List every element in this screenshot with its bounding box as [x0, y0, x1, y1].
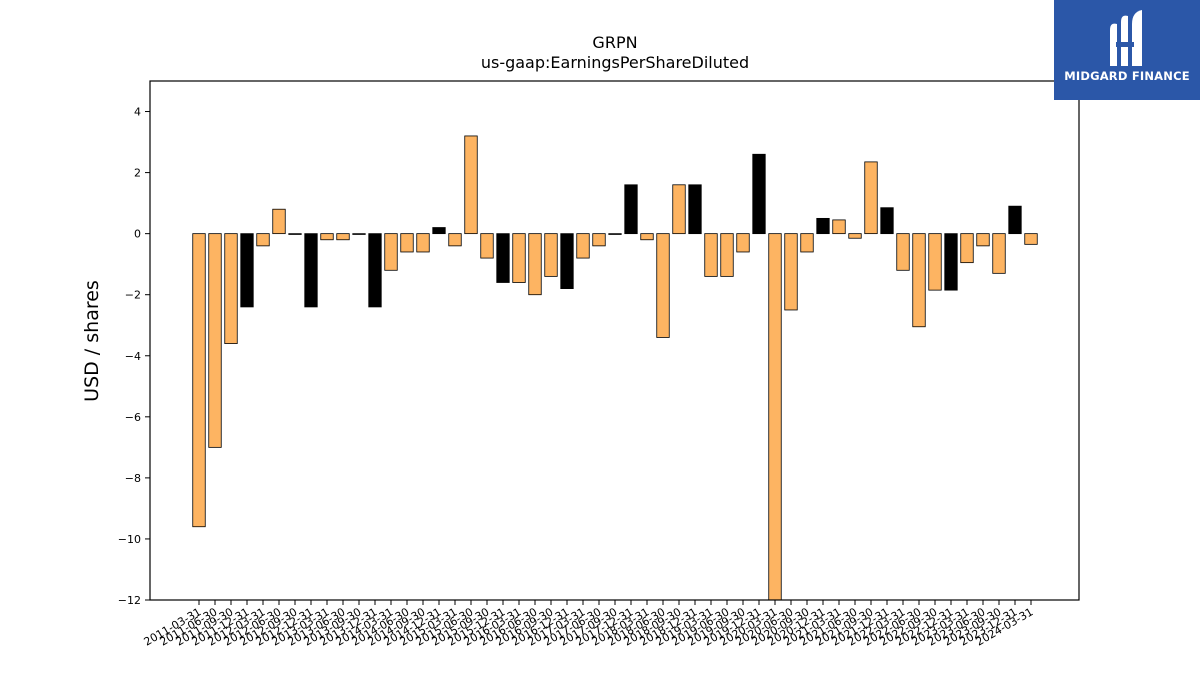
- bar-2018-09-30: [672, 184, 686, 235]
- bar-2017-12-31: [624, 184, 638, 235]
- bar-2011-03-31: [192, 233, 206, 528]
- x-axis: 2011-03-312011-06-302011-09-302011-12-31…: [142, 600, 1036, 649]
- y-tick-label: −4: [125, 350, 141, 363]
- bar-2020-12-31: [816, 217, 830, 235]
- bar-2023-09-30: [992, 233, 1006, 274]
- bar-2012-06-30: [272, 208, 286, 235]
- bar-2017-09-30: [608, 233, 622, 235]
- bar-2022-06-30: [912, 233, 926, 328]
- bar-2019-06-30: [720, 233, 734, 277]
- bar-2020-09-30: [800, 233, 814, 253]
- logo-mark-icon: [1110, 10, 1142, 67]
- bar-2012-12-31: [304, 233, 318, 308]
- bar-2016-09-30: [544, 233, 558, 277]
- bar-2016-03-31: [512, 233, 526, 283]
- logo-text: MIDGARD FINANCE: [1064, 69, 1190, 83]
- bar-2024-03-31: [1024, 233, 1038, 245]
- y-tick-label: −2: [125, 289, 141, 302]
- bar-2023-12-31: [1008, 205, 1022, 235]
- bar-2011-06-30: [208, 233, 222, 448]
- y-tick-label: −10: [118, 533, 141, 546]
- bar-2016-06-30: [528, 233, 542, 296]
- bar-2015-06-30: [464, 135, 478, 235]
- bar-2022-09-30: [928, 233, 942, 291]
- bar-2013-09-30: [352, 233, 366, 235]
- bar-2021-03-31: [832, 219, 846, 235]
- bar-2022-12-31: [944, 233, 958, 291]
- bar-2021-06-30: [848, 233, 862, 239]
- y-axis-label: USD / shares: [81, 280, 103, 402]
- y-tick-label: 4: [134, 106, 141, 119]
- bar-2014-12-31: [432, 227, 446, 235]
- y-axis: 4 2 0 −2 −4 −6 −8 −10 −12: [118, 106, 150, 607]
- bar-2015-12-31: [496, 233, 510, 283]
- bar-2015-09-30: [480, 233, 494, 259]
- bar-2013-06-30: [336, 233, 350, 241]
- bar-2021-09-30: [864, 161, 878, 235]
- bar-2012-09-30: [288, 233, 302, 235]
- bar-2017-03-31: [576, 233, 590, 259]
- y-tick-label: −12: [118, 594, 141, 607]
- chart-title: GRPN: [592, 33, 637, 52]
- bar-2012-03-31: [256, 233, 270, 247]
- y-tick-label: 2: [134, 167, 141, 180]
- y-tick-label: −8: [125, 472, 141, 485]
- bar-2011-09-30: [224, 233, 238, 344]
- brand-logo: MIDGARD FINANCE: [1054, 0, 1200, 100]
- bar-2020-03-31: [768, 233, 782, 601]
- bar-2018-03-31: [640, 233, 654, 241]
- bar-2019-03-31: [704, 233, 718, 277]
- bar-2021-12-31: [880, 207, 894, 235]
- bar-2016-12-31: [560, 233, 574, 289]
- y-tick-label: −6: [125, 411, 141, 424]
- bar-2019-09-30: [736, 233, 750, 253]
- bar-2020-06-30: [784, 233, 798, 311]
- plot-frame: [149, 80, 1080, 601]
- bar-2018-06-30: [656, 233, 670, 338]
- bar-2019-12-31: [752, 153, 766, 235]
- bar-2013-12-31: [368, 233, 382, 308]
- bar-2022-03-31: [896, 233, 910, 271]
- bar-2013-03-31: [320, 233, 334, 241]
- bar-2011-12-31: [240, 233, 254, 308]
- bar-2017-06-30: [592, 233, 606, 247]
- chart-subtitle: us-gaap:EarningsPerShareDiluted: [481, 53, 749, 72]
- bar-2014-03-31: [384, 233, 398, 271]
- bar-2015-03-31: [448, 233, 462, 247]
- bars-group: [192, 135, 1038, 601]
- bar-2014-06-30: [400, 233, 414, 253]
- bar-2014-09-30: [416, 233, 430, 253]
- bar-2018-12-31: [688, 184, 702, 235]
- bar-2023-06-30: [976, 233, 990, 247]
- y-tick-label: 0: [134, 228, 141, 241]
- bar-2023-03-31: [960, 233, 974, 264]
